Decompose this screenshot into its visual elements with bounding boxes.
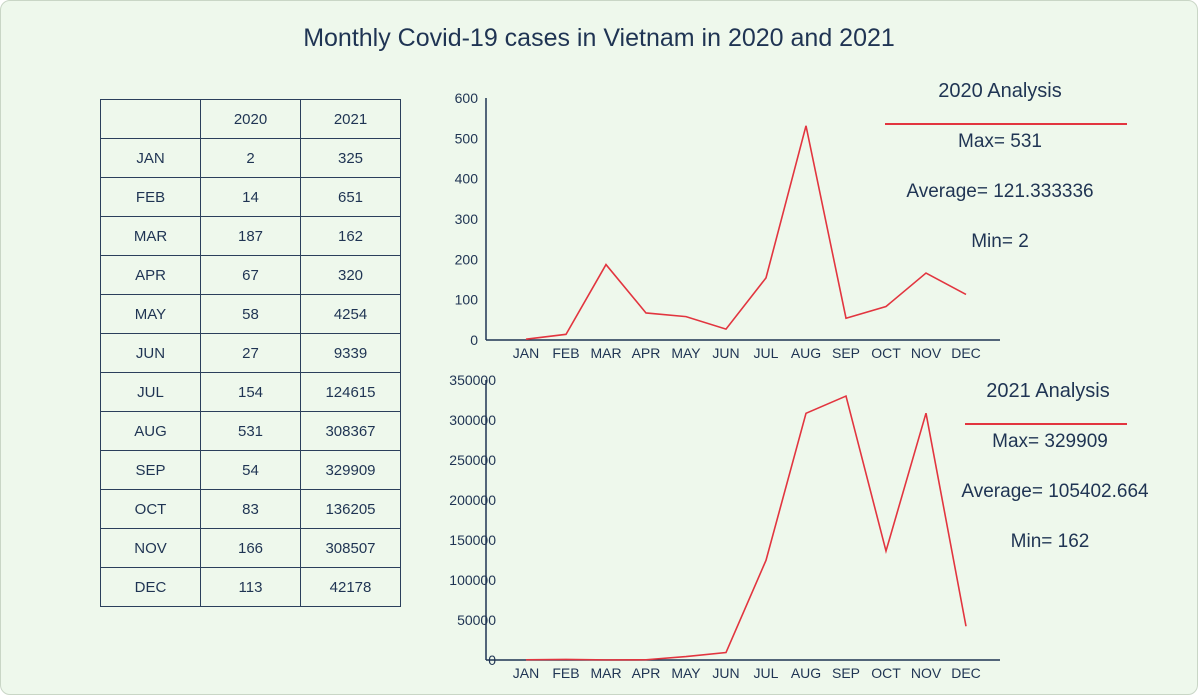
- table-value-cell: 308507: [300, 528, 401, 568]
- cases-table: 2020 2021 JAN 2 325 FEB 14 651 MAR 187 162 APR 67 320…: [100, 99, 401, 607]
- x-tick-label: AUG: [791, 345, 821, 361]
- table-month-cell: NOV: [100, 528, 201, 568]
- analysis-2020-average: Average= 121.333336: [906, 181, 1094, 202]
- table-header-cell: 2021: [300, 99, 401, 139]
- analysis-2020: 2020 Analysis: [880, 80, 1120, 103]
- analysis-2020-heading: 2020 Analysis: [938, 80, 1062, 102]
- y-tick-label: 400: [455, 171, 479, 187]
- y-tick-label: 350000: [449, 372, 496, 388]
- x-tick-label: DEC: [951, 345, 981, 361]
- x-tick-label: SEP: [832, 665, 860, 681]
- x-tick-label: MAY: [671, 345, 701, 361]
- table-value-cell: 124615: [300, 372, 401, 412]
- x-tick-label: NOV: [911, 345, 942, 361]
- page-title: Monthly Covid-19 cases in Vietnam in 202…: [303, 24, 895, 52]
- table-value-cell: 531: [200, 411, 301, 451]
- table-value-cell: 4254: [300, 294, 401, 334]
- table-row: AUG 531 308367: [100, 411, 401, 451]
- table-row: FEB 14 651: [100, 177, 401, 217]
- table-month-cell: AUG: [100, 411, 201, 451]
- table-row: NOV 166 308507: [100, 528, 401, 568]
- analysis-2021-max: Max= 329909: [992, 431, 1108, 452]
- y-tick-label: 100000: [449, 572, 496, 588]
- table-month-cell: MAR: [100, 216, 201, 256]
- table-value-cell: 308367: [300, 411, 401, 451]
- x-tick-label: AUG: [791, 665, 821, 681]
- analysis-2021-divider: [965, 423, 1127, 425]
- table-value-cell: 320: [300, 255, 401, 295]
- table-row: JUL 154 124615: [100, 372, 401, 412]
- table-month-cell: DEC: [100, 567, 201, 607]
- table-value-cell: 9339: [300, 333, 401, 373]
- y-tick-label: 150000: [449, 532, 496, 548]
- x-tick-label: FEB: [552, 665, 579, 681]
- table-month-cell: JUN: [100, 333, 201, 373]
- table-header-cell: [100, 99, 201, 139]
- x-tick-label: NOV: [911, 665, 942, 681]
- analysis-2021-min: Min= 162: [1010, 531, 1090, 552]
- y-tick-label: 0: [488, 652, 496, 668]
- table-value-cell: 166: [200, 528, 301, 568]
- x-tick-label: APR: [632, 665, 661, 681]
- table-value-cell: 154: [200, 372, 301, 412]
- y-tick-label: 200000: [449, 492, 496, 508]
- x-tick-label: OCT: [871, 665, 901, 681]
- x-tick-label: MAR: [590, 665, 621, 681]
- series-line: [525, 125, 967, 340]
- analysis-2020-min: Min= 2: [971, 231, 1029, 252]
- table-value-cell: 54: [200, 450, 301, 490]
- x-tick-label: JUN: [712, 665, 739, 681]
- x-tick-label: JUL: [754, 665, 779, 681]
- table-row: MAR 187 162: [100, 216, 401, 256]
- x-tick-label: MAY: [671, 665, 701, 681]
- y-tick-label: 300: [455, 211, 479, 227]
- x-tick-label: JAN: [513, 345, 539, 361]
- table-month-cell: OCT: [100, 489, 201, 529]
- x-tick-label: JUL: [754, 345, 779, 361]
- table-value-cell: 329909: [300, 450, 401, 490]
- table-row: DEC 113 42178: [100, 567, 401, 607]
- y-tick-label: 50000: [457, 612, 496, 628]
- table-month-cell: JUL: [100, 372, 201, 412]
- table-value-cell: 42178: [300, 567, 401, 607]
- analysis-2020-max: Max= 531: [958, 131, 1042, 152]
- x-tick-label: JUN: [712, 345, 739, 361]
- y-tick-label: 250000: [449, 452, 496, 468]
- y-tick-label: 600: [455, 90, 479, 106]
- x-tick-label: OCT: [871, 345, 901, 361]
- x-tick-label: FEB: [552, 345, 579, 361]
- table-row: OCT 83 136205: [100, 489, 401, 529]
- analysis-2021: 2021 Analysis: [928, 380, 1168, 403]
- table-row: MAY 58 4254: [100, 294, 401, 334]
- y-tick-label: 500: [455, 130, 479, 146]
- analysis-2021-heading: 2021 Analysis: [986, 380, 1110, 402]
- x-tick-label: APR: [632, 345, 661, 361]
- y-tick-label: 100: [455, 292, 479, 308]
- table-value-cell: 67: [200, 255, 301, 295]
- y-tick-label: 300000: [449, 412, 496, 428]
- series-line: [525, 394, 967, 661]
- table-value-cell: 325: [300, 138, 401, 178]
- x-tick-label: JAN: [513, 665, 539, 681]
- table-row: SEP 54 329909: [100, 450, 401, 490]
- table-value-cell: 58: [200, 294, 301, 334]
- table-value-cell: 113: [200, 567, 301, 607]
- analysis-2020-divider: [885, 123, 1127, 125]
- table-row: APR 67 320: [100, 255, 401, 295]
- analysis-2021-average: Average= 105402.664: [961, 481, 1149, 502]
- y-tick-label: 0: [470, 332, 478, 348]
- table-month-cell: SEP: [100, 450, 201, 490]
- table-value-cell: 651: [300, 177, 401, 217]
- x-tick-label: DEC: [951, 665, 981, 681]
- y-tick-label: 200: [455, 251, 479, 267]
- x-tick-label: MAR: [590, 345, 621, 361]
- x-tick-label: SEP: [832, 345, 860, 361]
